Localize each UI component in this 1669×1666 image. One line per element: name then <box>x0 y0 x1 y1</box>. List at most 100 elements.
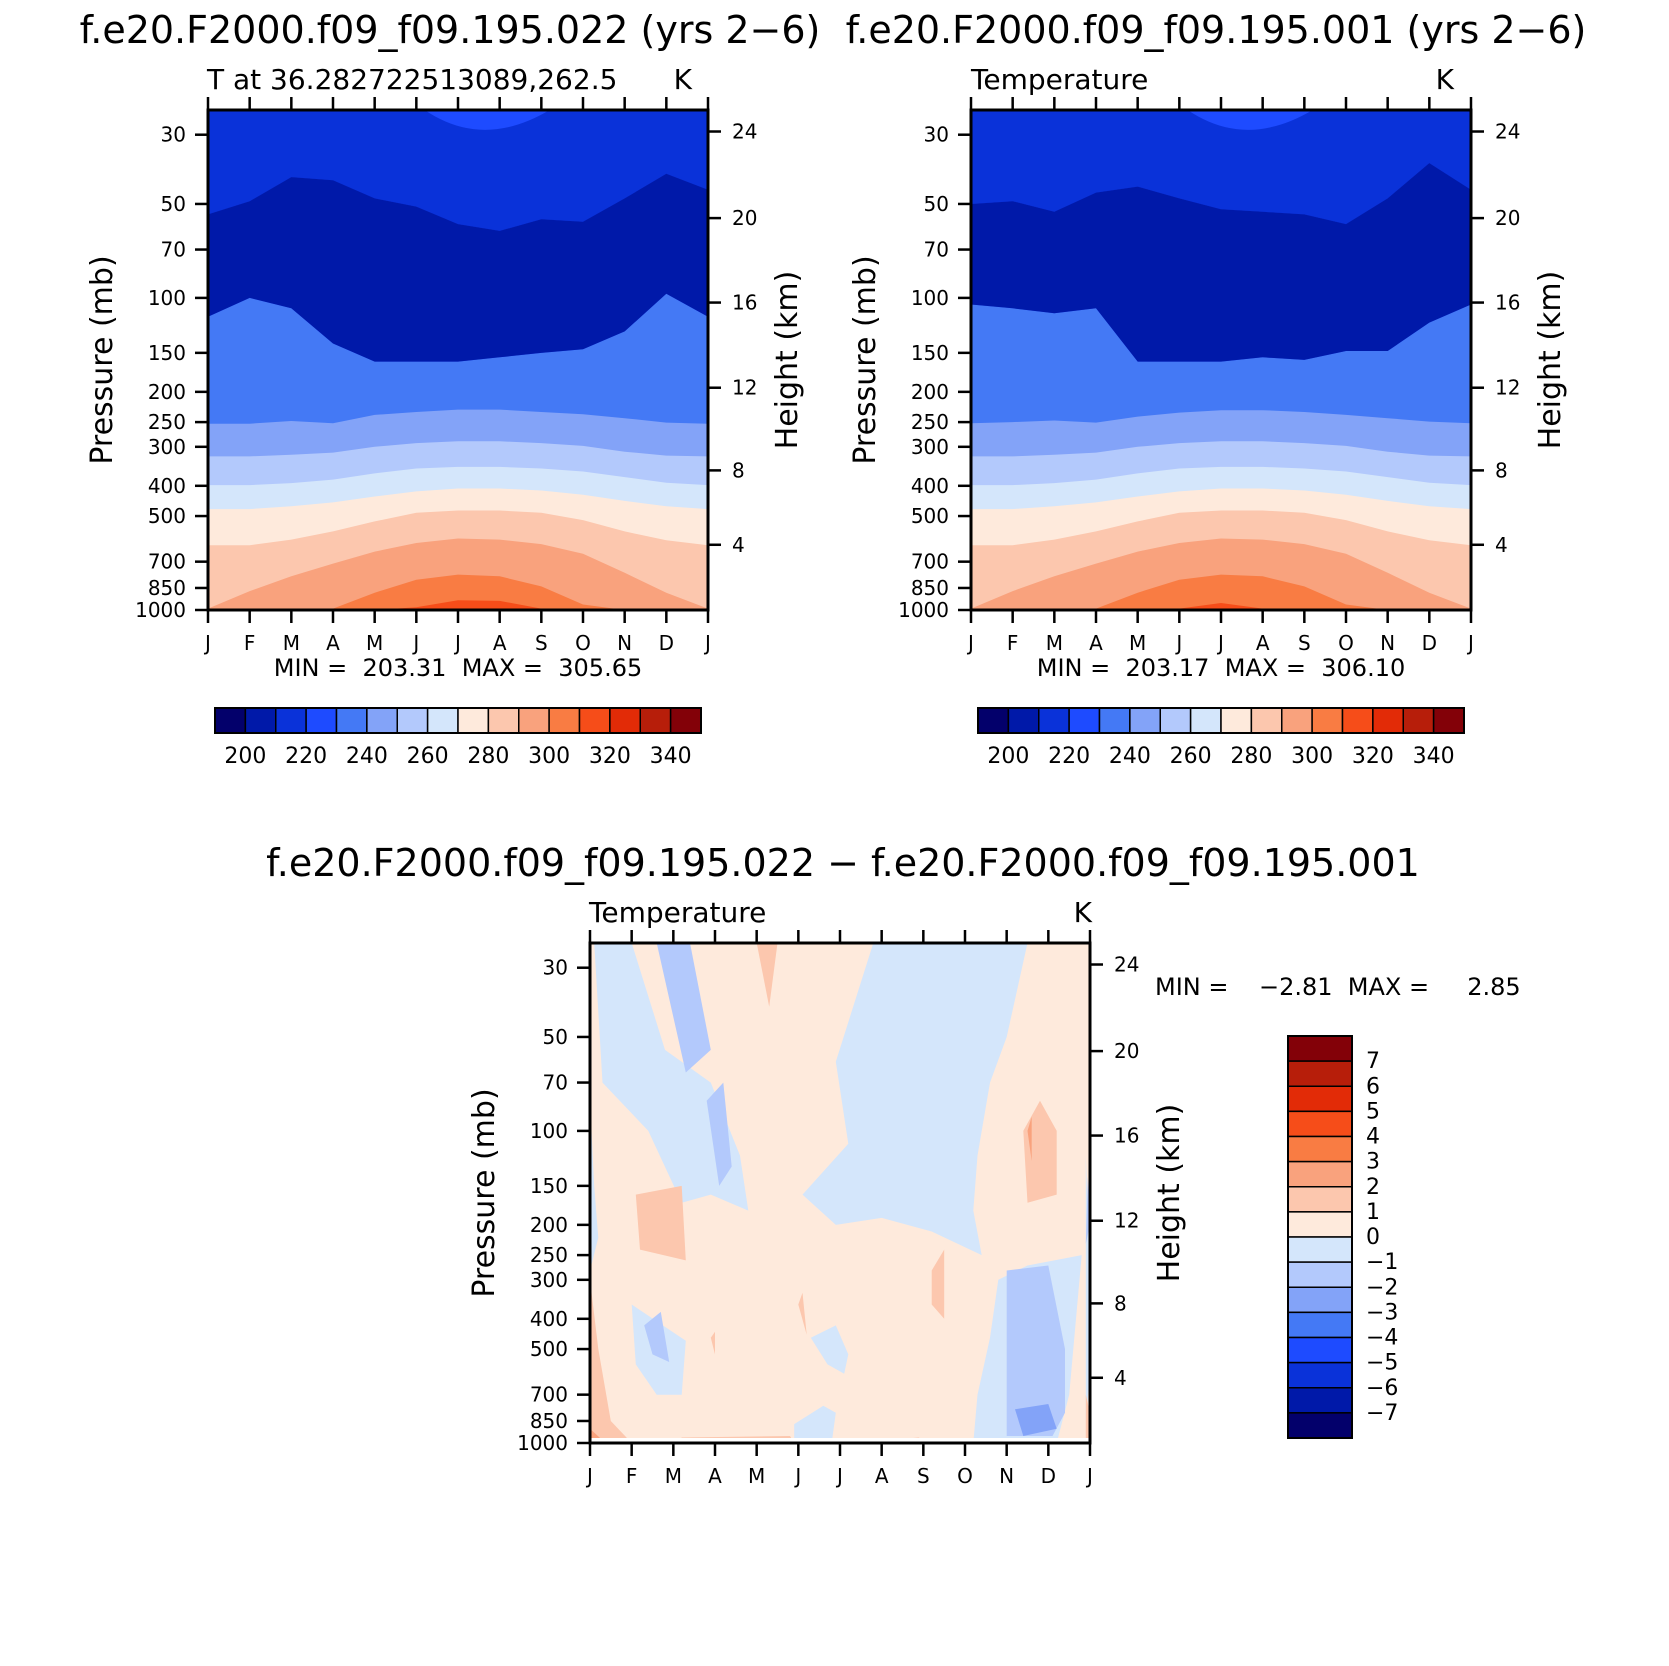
colorbar-label: 7 <box>1366 1049 1380 1074</box>
colorbar-swatch <box>1098 707 1131 734</box>
colorbar-swatch <box>977 707 1010 734</box>
units-label: K <box>674 63 693 96</box>
y-tick-label: 500 <box>530 1337 568 1361</box>
colorbar-label: −3 <box>1366 1300 1398 1325</box>
colorbar-label: −7 <box>1366 1401 1398 1426</box>
colorbar-frame <box>214 707 702 734</box>
units-label: K <box>1074 896 1093 929</box>
x-tick-label: J <box>203 631 211 655</box>
y-axis-label: Pressure (mb) <box>848 255 883 464</box>
y-tick-label: 100 <box>911 286 949 310</box>
colorbar-label: 260 <box>407 744 449 769</box>
colorbar-swatch <box>669 707 702 734</box>
colorbar-swatch <box>1281 707 1313 734</box>
colorbar-swatch <box>578 707 611 734</box>
y2-tick-label: 8 <box>1495 458 1508 482</box>
colorbar-swatch <box>214 707 247 734</box>
colorbar-swatch <box>1287 1361 1353 1389</box>
colorbar-swatch <box>1287 1186 1353 1213</box>
contour-region <box>590 1279 632 1443</box>
colorbar-swatch <box>1341 707 1374 734</box>
colorbar-swatch <box>1287 1085 1353 1113</box>
contour-region <box>756 943 778 1007</box>
colorbar-swatch <box>1220 707 1253 734</box>
y-tick-label: 1000 <box>898 598 949 622</box>
min-max-text: MIN = 203.17 MAX = 306.10 <box>1037 654 1406 682</box>
colorbar-label: 320 <box>1352 744 1394 769</box>
colorbar-swatch <box>1372 707 1404 734</box>
y-tick-label: 400 <box>148 474 186 498</box>
x-tick-label: D <box>659 631 674 655</box>
colorbar-label: 280 <box>467 744 509 769</box>
y-tick-label: 500 <box>148 504 186 528</box>
x-tick-label: A <box>326 631 340 655</box>
colorbar-label: −1 <box>1366 1250 1398 1275</box>
colorbar-label: 340 <box>650 744 692 769</box>
contour-region <box>810 1325 849 1374</box>
y-tick-label: 50 <box>161 192 186 216</box>
contour-region <box>798 1292 807 1335</box>
colorbar-label: −5 <box>1366 1351 1398 1376</box>
x-tick-label: J <box>966 631 974 655</box>
contour-region <box>635 1185 686 1261</box>
y2-axis-label: Height (km) <box>770 271 805 450</box>
y2-tick-label: 24 <box>1114 953 1139 977</box>
y2-tick-label: 16 <box>1114 1124 1139 1148</box>
colorbar-swatch <box>1129 707 1161 734</box>
y-tick-label: 700 <box>911 550 949 574</box>
min-max-text: MIN = −2.81 MAX = 2.85 <box>1155 973 1521 1001</box>
contour-region <box>644 1311 670 1362</box>
y-tick-label: 200 <box>530 1213 568 1237</box>
y2-tick-label: 8 <box>1114 1291 1127 1315</box>
x-tick-label: D <box>1041 1464 1056 1488</box>
colorbar-swatch <box>1287 1135 1353 1163</box>
y-tick-label: 850 <box>911 576 949 600</box>
colorbar-label: 260 <box>1170 744 1212 769</box>
colorbar-swatch <box>305 707 338 734</box>
x-tick-label: A <box>493 631 507 655</box>
x-tick-label: J <box>453 631 461 655</box>
panel-title: f.e20.F2000.f09_f09.195.022 − f.e20.F200… <box>266 841 1420 885</box>
colorbar-label: 200 <box>987 744 1029 769</box>
x-tick-label: J <box>1216 631 1224 655</box>
colorbar-swatch <box>487 707 520 734</box>
y-tick-label: 400 <box>911 474 949 498</box>
contour-band <box>208 600 708 610</box>
colorbar-swatch <box>1287 1261 1353 1288</box>
y-tick-label: 150 <box>148 341 186 365</box>
y2-tick-label: 12 <box>732 376 757 400</box>
y-tick-label: 300 <box>148 435 186 459</box>
colorbar-label: 2 <box>1366 1175 1380 1200</box>
x-tick-label: M <box>283 631 300 655</box>
left-label: Temperature <box>970 63 1148 96</box>
contour-band <box>208 173 708 362</box>
x-tick-label: A <box>875 1464 889 1488</box>
colorbar-swatch <box>1287 1160 1353 1188</box>
panel-case-001: f.e20.F2000.f09_f09.195.001 (yrs 2−6) Te… <box>846 8 1587 769</box>
colorbar-label: 3 <box>1366 1150 1380 1175</box>
y-tick-label: 50 <box>924 192 949 216</box>
colorbar-label: 300 <box>528 744 570 769</box>
left-label: Temperature <box>588 896 766 929</box>
y-tick-label: 150 <box>530 1174 568 1198</box>
y2-tick-label: 16 <box>732 291 757 315</box>
colorbar-label: 5 <box>1366 1099 1380 1124</box>
colorbar-label: 240 <box>346 744 388 769</box>
y2-tick-label: 4 <box>732 533 745 557</box>
colorbar-swatch <box>1287 1110 1353 1138</box>
x-tick-label: N <box>999 1464 1014 1488</box>
contour-band <box>971 574 1471 610</box>
x-tick-label: J <box>1466 631 1474 655</box>
colorbar-swatch <box>366 707 398 734</box>
contour-region <box>931 1249 945 1319</box>
y-tick-label: 850 <box>530 1409 568 1433</box>
colorbar-swatch <box>609 707 641 734</box>
contour-region <box>590 1100 599 1271</box>
y2-tick-label: 8 <box>732 458 745 482</box>
colorbar-label: 320 <box>589 744 631 769</box>
contour-region <box>794 1405 836 1443</box>
colorbar-label: 0 <box>1366 1225 1380 1250</box>
left-label: T at 36.282722513089,262.5 <box>206 63 617 96</box>
colorbar-swatch <box>1287 1236 1353 1263</box>
